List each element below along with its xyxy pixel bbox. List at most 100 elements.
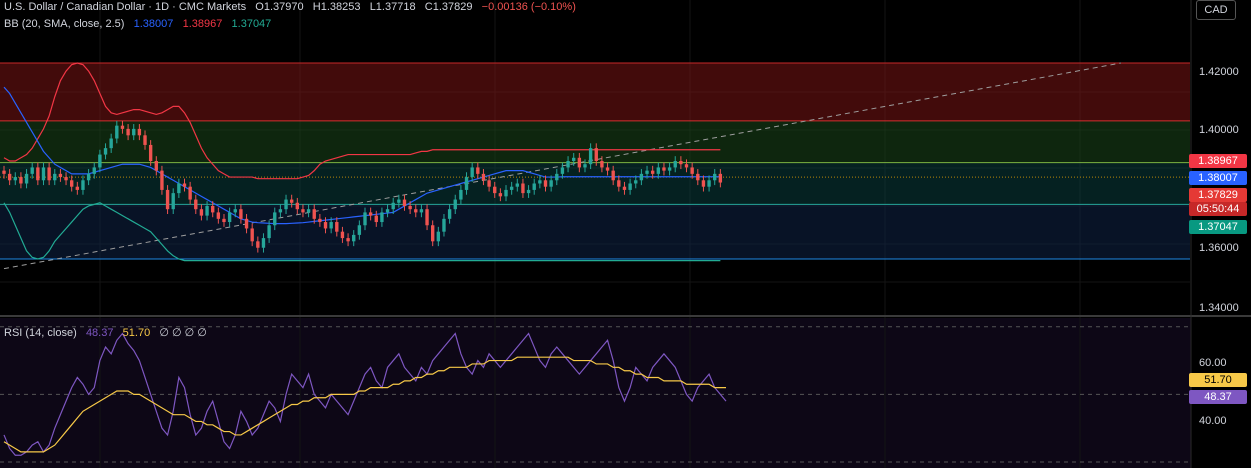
candle — [402, 199, 407, 206]
candle — [115, 125, 119, 139]
candle — [509, 186, 514, 190]
candle — [673, 161, 677, 168]
ohlc-change: −0.00136 (−0.10%) — [481, 1, 576, 13]
candle — [86, 173, 91, 181]
candle — [577, 157, 582, 168]
bb-upper-value: 1.38967 — [182, 18, 223, 30]
candle — [368, 212, 373, 216]
candle — [69, 180, 74, 187]
candle — [165, 189, 170, 210]
candle — [385, 209, 390, 213]
candle — [419, 209, 424, 213]
candle — [154, 161, 158, 171]
candle — [611, 170, 615, 181]
last-price-tag: 1.37829 — [1189, 188, 1247, 202]
bb-upper-line — [3, 62, 721, 180]
candle — [543, 180, 548, 187]
candle — [684, 164, 689, 168]
bb-legend[interactable]: BB (20, SMA, close, 2.5) 1.38007 1.38967… — [4, 18, 271, 30]
candle — [622, 186, 627, 190]
candle — [363, 212, 367, 226]
candle — [227, 212, 232, 223]
candle — [634, 180, 638, 184]
bb-lower-tag: 1.37047 — [1189, 220, 1247, 234]
candle — [103, 148, 108, 155]
candle — [707, 180, 711, 187]
ohlc-low: L1.37718 — [369, 1, 416, 13]
candle — [244, 218, 249, 229]
countdown-tag: 05:50:44 — [1189, 202, 1247, 216]
candle — [329, 222, 333, 229]
candle — [555, 173, 559, 181]
candle — [588, 148, 593, 165]
candle — [498, 193, 503, 197]
candle — [442, 218, 446, 232]
candle — [171, 193, 175, 210]
ohlc-close: C1.37829 — [424, 1, 473, 13]
zone-blue — [0, 204, 1190, 259]
bb-mid-tag: 1.38007 — [1189, 171, 1247, 185]
candle — [47, 167, 51, 181]
candle — [594, 148, 598, 161]
candle — [205, 205, 209, 216]
candle — [397, 199, 401, 203]
candle — [53, 173, 57, 181]
candle — [650, 170, 655, 174]
rsi-ma-line — [3, 356, 726, 453]
candle — [560, 167, 565, 174]
candle — [436, 231, 441, 242]
candle — [605, 167, 610, 171]
candle — [194, 199, 198, 210]
candle — [126, 128, 130, 136]
candle — [81, 180, 85, 190]
candle — [177, 183, 181, 194]
price-axis-label: 1.42000 — [1199, 66, 1239, 78]
candle — [284, 199, 288, 210]
candle — [447, 209, 452, 219]
candle — [380, 212, 384, 223]
candle — [476, 167, 480, 174]
candle — [453, 199, 457, 210]
bb-mid-value: 1.38007 — [133, 18, 174, 30]
rsi-tag: 48.37 — [1189, 390, 1247, 404]
zone-teal — [0, 162, 1190, 205]
rsi-label: RSI (14, close) — [4, 327, 77, 339]
rsi-legend[interactable]: RSI (14, close) 48.37 51.70 ∅ ∅ ∅ ∅ — [4, 326, 207, 339]
candle — [182, 183, 187, 187]
bb-lower-value: 1.37047 — [231, 18, 272, 30]
candle — [718, 173, 723, 183]
candle — [335, 222, 339, 232]
candle — [408, 205, 412, 210]
rsi-axis-label: 40.00 — [1199, 415, 1227, 427]
candle — [357, 225, 362, 235]
candle — [7, 173, 12, 181]
candle — [98, 154, 102, 168]
candle — [239, 209, 243, 219]
symbol-title[interactable]: U.S. Dollar / Canadian Dollar · 1D · CMC… — [4, 1, 247, 13]
candle — [233, 209, 237, 213]
bb-lower-line — [3, 202, 721, 262]
candle — [120, 125, 125, 129]
candle — [459, 189, 463, 200]
candle — [679, 161, 683, 165]
candle — [295, 202, 300, 210]
candle — [515, 183, 519, 187]
candle — [346, 238, 350, 242]
candle — [374, 215, 378, 223]
candle — [250, 228, 254, 242]
candle — [2, 170, 6, 174]
currency-button[interactable]: CAD — [1196, 0, 1236, 20]
rsi-value: 48.37 — [85, 327, 114, 339]
candle — [521, 183, 525, 194]
symbol-header: U.S. Dollar / Canadian Dollar · 1D · CMC… — [4, 1, 576, 13]
candle — [583, 164, 587, 168]
candle — [425, 209, 429, 226]
candle — [188, 186, 192, 200]
candle — [109, 138, 113, 149]
candle — [667, 167, 672, 171]
candle — [713, 173, 717, 181]
bb-mid-line — [3, 86, 721, 225]
candle — [132, 128, 136, 136]
candle — [216, 212, 221, 219]
